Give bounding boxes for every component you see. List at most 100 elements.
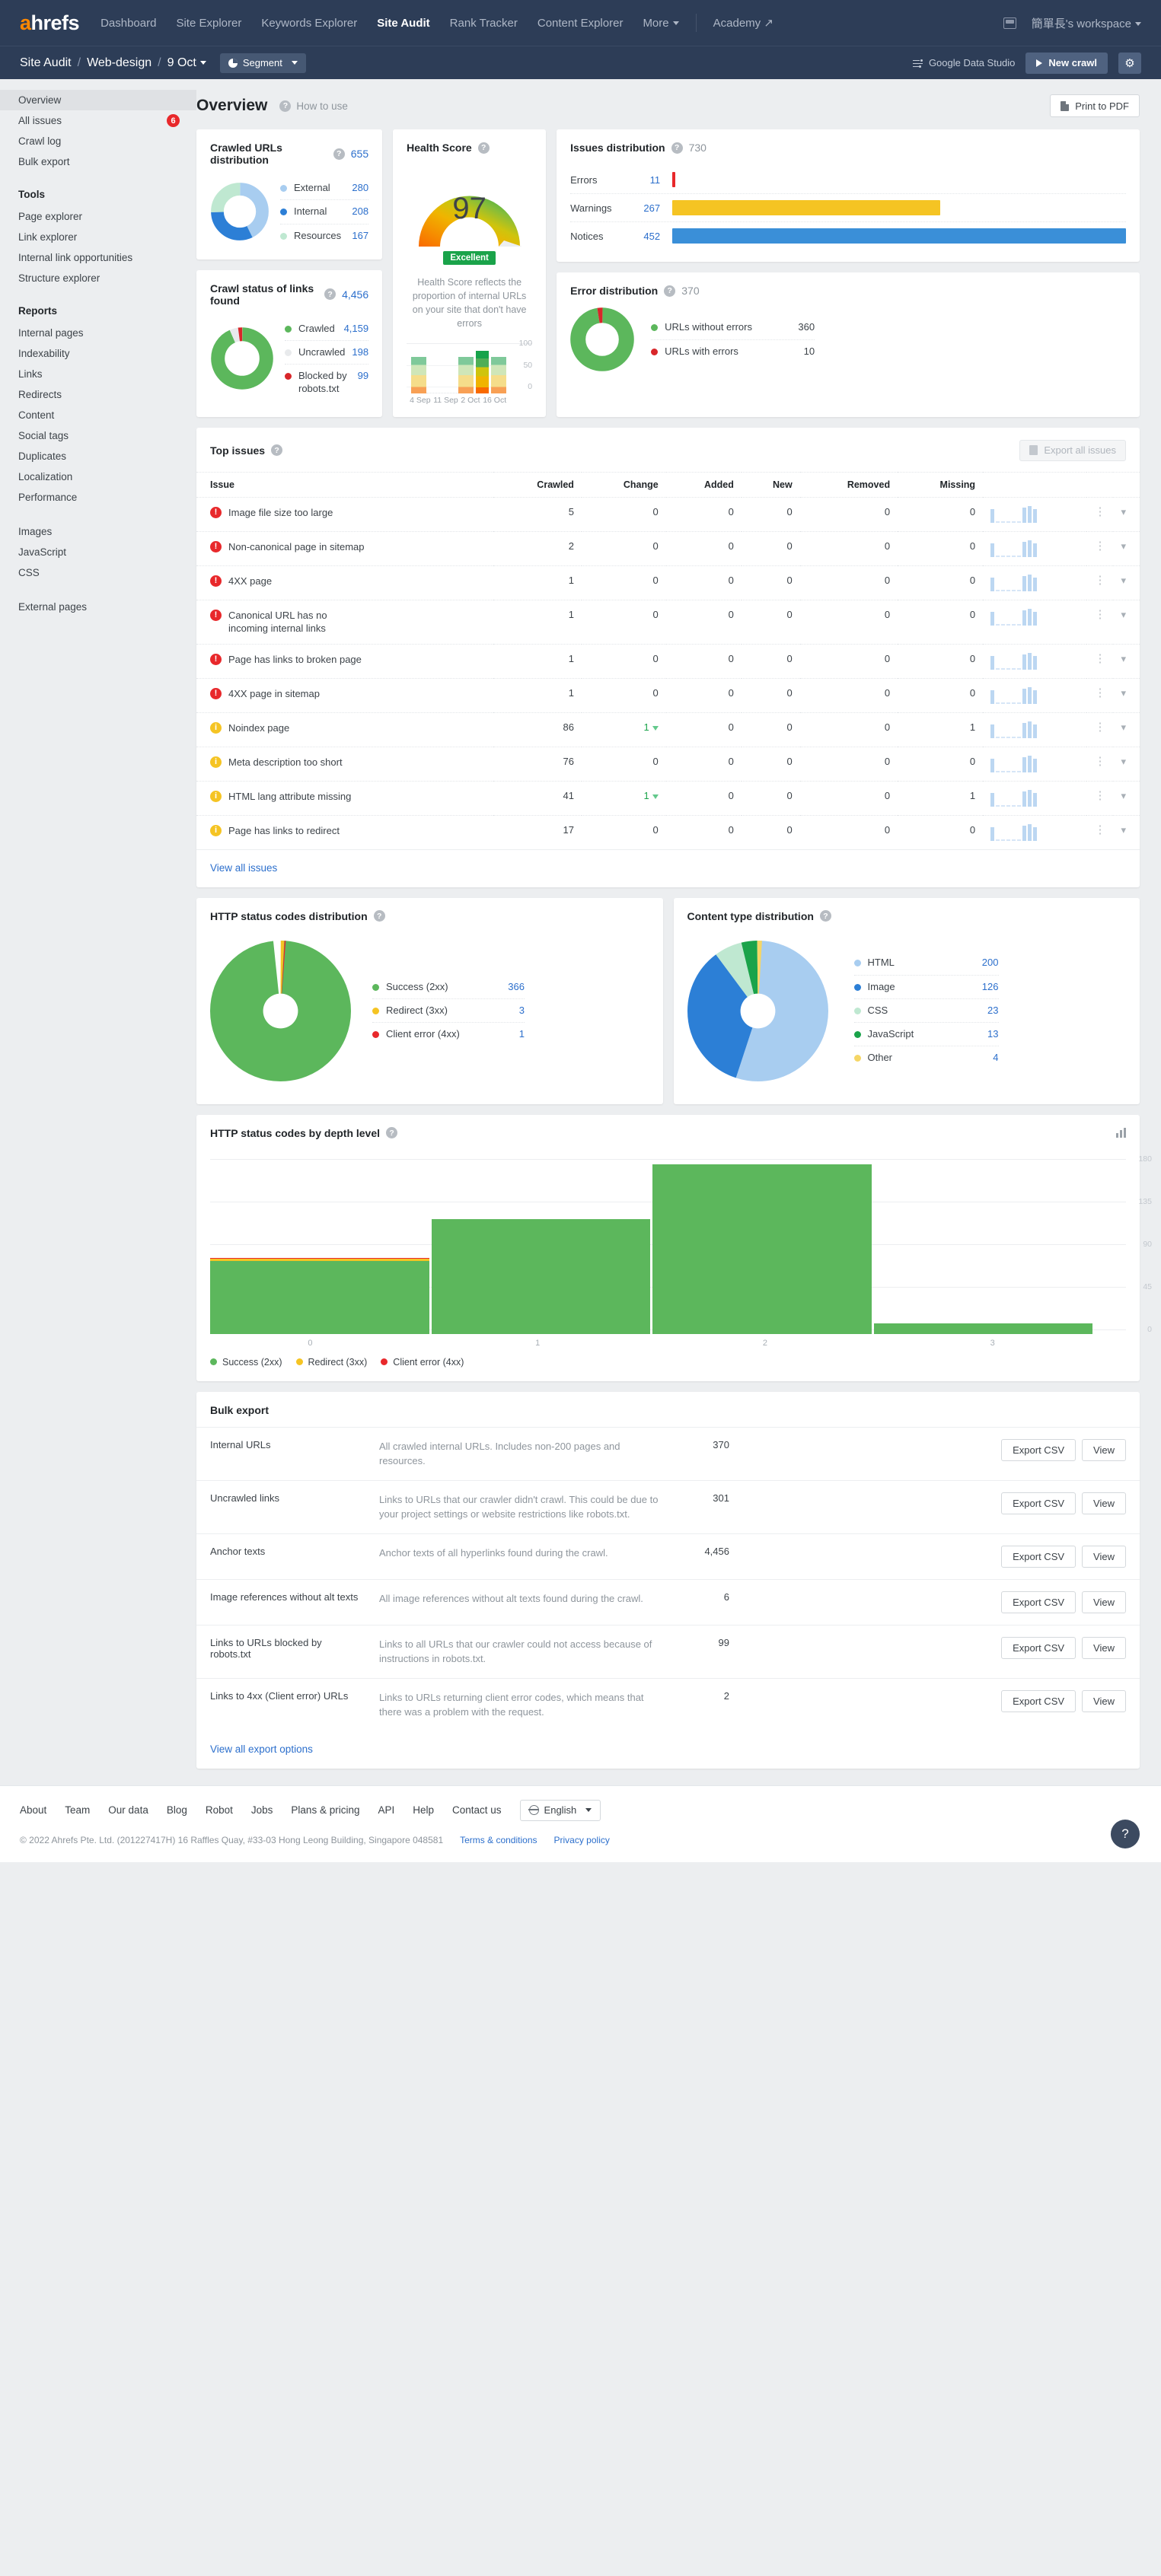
breadcrumb-site-audit[interactable]: Site Audit bbox=[20, 56, 72, 69]
issue-label[interactable]: 4XX page bbox=[228, 575, 273, 587]
help-icon[interactable]: ? bbox=[664, 285, 676, 297]
export-all-issues-button[interactable]: Export all issues bbox=[1019, 439, 1126, 461]
footer-link-api[interactable]: API bbox=[378, 1804, 395, 1817]
nav-content-explorer[interactable]: Content Explorer bbox=[537, 16, 624, 30]
sidebar-item-crawl-log[interactable]: Crawl log bbox=[0, 131, 196, 151]
footer-link-our-data[interactable]: Our data bbox=[108, 1804, 148, 1817]
footer-link-team[interactable]: Team bbox=[65, 1804, 91, 1817]
issue-label[interactable]: Non-canonical page in sitemap bbox=[228, 540, 365, 552]
issue-label[interactable]: Canonical URL has no incoming internal l… bbox=[228, 609, 327, 635]
view-all-issues-link[interactable]: View all issues bbox=[210, 861, 278, 874]
export-csv-button[interactable]: Export CSV bbox=[1001, 1545, 1076, 1568]
table-row[interactable]: i HTML lang attribute missing 41 1 0 0 0 1 ⋮ ▾ bbox=[196, 781, 1140, 816]
sidebar-item-css[interactable]: CSS bbox=[0, 562, 196, 583]
more-options-icon[interactable]: ⋮ bbox=[1094, 823, 1106, 836]
chevron-down-icon[interactable]: ▾ bbox=[1121, 574, 1126, 586]
sidebar-item-bulk-export[interactable]: Bulk export bbox=[0, 151, 196, 172]
table-row[interactable]: ! Image file size too large 5 0 0 0 0 0 ⋮ ▾ bbox=[196, 497, 1140, 532]
table-row[interactable]: Warnings 267 bbox=[570, 193, 1126, 221]
col-crawled[interactable]: Crawled bbox=[493, 471, 582, 498]
sidebar-item-overview[interactable]: Overview bbox=[0, 90, 196, 110]
nav-academy[interactable]: Academy ↗ bbox=[713, 16, 773, 30]
more-options-icon[interactable]: ⋮ bbox=[1094, 573, 1106, 587]
table-row[interactable]: ! Canonical URL has no incoming internal … bbox=[196, 600, 1140, 645]
help-icon[interactable]: ? bbox=[373, 910, 385, 922]
nav-rank-tracker[interactable]: Rank Tracker bbox=[449, 16, 518, 30]
help-icon[interactable]: ? bbox=[333, 148, 345, 160]
ahrefs-logo[interactable]: a hrefs bbox=[20, 11, 80, 35]
footer-link-about[interactable]: About bbox=[20, 1804, 47, 1817]
sidebar-item-page-explorer[interactable]: Page explorer bbox=[0, 206, 196, 227]
chevron-down-icon[interactable]: ▾ bbox=[1121, 755, 1126, 767]
issue-label[interactable]: 4XX page in sitemap bbox=[228, 687, 320, 699]
breadcrumb-date-selector[interactable]: 9 Oct bbox=[167, 56, 206, 70]
new-crawl-button[interactable]: New crawl bbox=[1025, 52, 1108, 74]
table-row[interactable]: Notices 452 bbox=[570, 221, 1126, 250]
issue-label[interactable]: Page has links to broken page bbox=[228, 653, 362, 665]
export-csv-button[interactable]: Export CSV bbox=[1001, 1636, 1076, 1659]
inbox-icon[interactable] bbox=[1003, 17, 1016, 29]
sidebar-item-images[interactable]: Images bbox=[0, 521, 196, 542]
footer-link-terms[interactable]: Terms & conditions bbox=[460, 1834, 537, 1845]
sidebar-item-content[interactable]: Content bbox=[0, 405, 196, 425]
settings-button[interactable]: ⚙ bbox=[1118, 52, 1141, 74]
footer-link-blog[interactable]: Blog bbox=[166, 1804, 187, 1817]
issue-label[interactable]: Noindex page bbox=[228, 721, 290, 734]
footer-link-robot[interactable]: Robot bbox=[205, 1804, 233, 1817]
footer-link-plans-pricing[interactable]: Plans & pricing bbox=[291, 1804, 360, 1817]
view-button[interactable]: View bbox=[1082, 1492, 1126, 1514]
breadcrumb-project[interactable]: Web-design bbox=[87, 56, 152, 69]
export-csv-button[interactable]: Export CSV bbox=[1001, 1689, 1076, 1712]
table-row[interactable]: Errors 11 bbox=[570, 166, 1126, 193]
chevron-down-icon[interactable]: ▾ bbox=[1121, 652, 1126, 664]
language-selector[interactable]: English bbox=[519, 1799, 601, 1821]
sidebar-item-links[interactable]: Links bbox=[0, 364, 196, 384]
view-button[interactable]: View bbox=[1082, 1636, 1126, 1659]
more-options-icon[interactable]: ⋮ bbox=[1094, 607, 1106, 621]
chevron-down-icon[interactable]: ▾ bbox=[1121, 505, 1126, 517]
help-icon[interactable]: ? bbox=[477, 142, 490, 154]
issue-label[interactable]: Meta description too short bbox=[228, 756, 343, 768]
google-data-studio-link[interactable]: Google Data Studio bbox=[912, 57, 1015, 68]
issue-label[interactable]: Page has links to redirect bbox=[228, 824, 340, 836]
sidebar-item-internal-pages[interactable]: Internal pages bbox=[0, 323, 196, 343]
chevron-down-icon[interactable]: ▾ bbox=[1121, 608, 1126, 620]
chevron-down-icon[interactable]: ▾ bbox=[1121, 789, 1126, 801]
footer-link-jobs[interactable]: Jobs bbox=[250, 1804, 273, 1817]
more-options-icon[interactable]: ⋮ bbox=[1094, 505, 1106, 518]
sidebar-item-indexability[interactable]: Indexability bbox=[0, 343, 196, 364]
table-row[interactable]: ! Non-canonical page in sitemap 2 0 0 0 0 0 ⋮ ▾ bbox=[196, 531, 1140, 566]
help-icon[interactable]: ? bbox=[386, 1127, 398, 1139]
view-button[interactable]: View bbox=[1082, 1590, 1126, 1613]
issue-label[interactable]: Image file size too large bbox=[228, 506, 333, 518]
export-csv-button[interactable]: Export CSV bbox=[1001, 1492, 1076, 1514]
bar-column-depth-2[interactable] bbox=[652, 1159, 872, 1334]
sidebar-item-structure-explorer[interactable]: Structure explorer bbox=[0, 268, 196, 288]
table-row[interactable]: ! 4XX page in sitemap 1 0 0 0 0 0 ⋮ ▾ bbox=[196, 678, 1140, 713]
sidebar-item-social-tags[interactable]: Social tags bbox=[0, 425, 196, 446]
footer-link-help[interactable]: Help bbox=[413, 1804, 434, 1817]
sidebar-item-all-issues[interactable]: All issues 6 bbox=[0, 110, 196, 131]
help-icon[interactable]: ? bbox=[271, 444, 283, 456]
more-options-icon[interactable]: ⋮ bbox=[1094, 539, 1106, 552]
sidebar-item-link-explorer[interactable]: Link explorer bbox=[0, 227, 196, 247]
table-row[interactable]: i Noindex page 86 1 0 0 0 1 ⋮ ▾ bbox=[196, 712, 1140, 747]
more-options-icon[interactable]: ⋮ bbox=[1094, 788, 1106, 802]
table-row[interactable]: i Page has links to redirect 17 0 0 0 0 0 ⋮ ▾ bbox=[196, 815, 1140, 850]
sidebar-item-javascript[interactable]: JavaScript bbox=[0, 542, 196, 562]
nav-more[interactable]: More bbox=[643, 17, 679, 30]
view-button[interactable]: View bbox=[1082, 1689, 1126, 1712]
col-added[interactable]: Added bbox=[665, 471, 742, 498]
table-row[interactable]: i Meta description too short 76 0 0 0 0 0 ⋮ ▾ bbox=[196, 747, 1140, 782]
chevron-down-icon[interactable]: ▾ bbox=[1121, 540, 1126, 552]
nav-site-explorer[interactable]: Site Explorer bbox=[176, 16, 242, 30]
workspace-selector[interactable]: 簡單長's workspace bbox=[1032, 15, 1141, 31]
sidebar-item-external-pages[interactable]: External pages bbox=[0, 597, 196, 617]
chevron-down-icon[interactable]: ▾ bbox=[1121, 823, 1126, 836]
help-floating-button[interactable]: ? bbox=[1111, 1819, 1140, 1848]
sidebar-item-internal-link-opportunities[interactable]: Internal link opportunities bbox=[0, 247, 196, 268]
bar-column-depth-0[interactable] bbox=[210, 1159, 429, 1334]
more-options-icon[interactable]: ⋮ bbox=[1094, 686, 1106, 699]
chevron-down-icon[interactable]: ▾ bbox=[1121, 686, 1126, 699]
table-row[interactable]: ! 4XX page 1 0 0 0 0 0 ⋮ ▾ bbox=[196, 565, 1140, 600]
